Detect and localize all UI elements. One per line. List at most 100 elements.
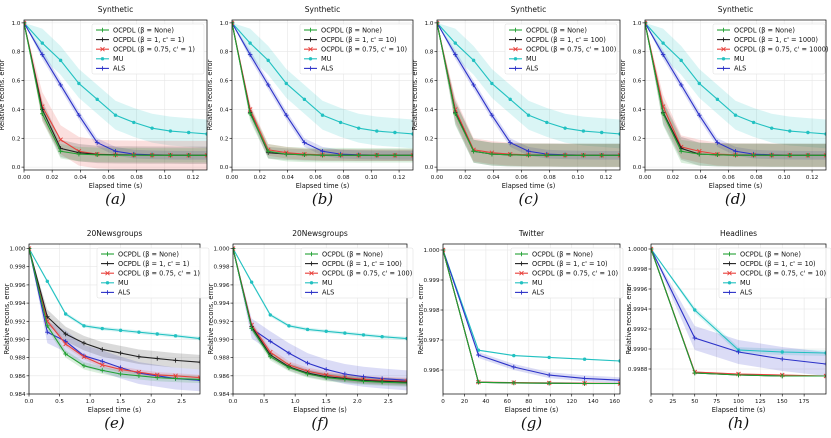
band-ocpdl_none: [437, 22, 620, 167]
point-ocpdl_none: [404, 380, 407, 386]
point-ocpdl_none: [361, 379, 366, 384]
legend-label: OCPDL (β = None): [532, 250, 593, 258]
point-mu: [380, 335, 384, 339]
tick-labels: 0 20 40 60 80 100 120 140 160 0.996 0.997 0.998 0.99…: [423, 248, 620, 405]
chart-panel-5: 0.0 0.5 1.0 1.5 2.0 2.5 0.984 0.986 0.988 0.990 0.…: [3, 229, 210, 432]
legend-label: ALS: [740, 289, 752, 297]
series-layer: [651, 246, 826, 379]
legend-label: OCPDL (β = 1, c' = 1000): [734, 36, 818, 44]
legend-marker: [308, 66, 313, 71]
point-mu: [581, 129, 586, 133]
legend-marker: [309, 261, 314, 266]
x-tick-label: 1.5: [322, 399, 331, 405]
point-als: [453, 52, 458, 57]
point-mu: [173, 334, 178, 338]
point-ocpdl_none: [453, 111, 458, 116]
point-mu: [600, 130, 604, 135]
x-axis-label: Elapsed time (s): [88, 406, 142, 414]
legend-label: MU: [118, 279, 129, 287]
legend-marker: [105, 270, 110, 276]
legend-marker: [105, 251, 110, 257]
line-als: [233, 248, 407, 381]
x-tick-label: 0.12: [600, 175, 612, 181]
point-als: [733, 149, 738, 154]
legend-label: OCPDL (β = 1, c' = 1): [118, 260, 189, 268]
legend-marker: [727, 270, 732, 276]
line-als: [29, 248, 200, 381]
point-als: [45, 329, 50, 335]
panel-caption: (b): [312, 190, 333, 208]
band-als: [233, 248, 407, 391]
y-axis-label: Relative recons. error: [411, 59, 419, 130]
band-ocpdl_1: [437, 22, 620, 167]
point-ocpdl_none: [645, 20, 648, 26]
legend-marker: [100, 46, 105, 52]
point-ocpdl_none: [476, 380, 481, 385]
legend-marker: [308, 27, 313, 33]
x-axis-label: Elapsed time (s): [709, 182, 763, 190]
x-tick-label: 0.00: [639, 175, 652, 181]
point-als: [697, 112, 702, 118]
point-als: [284, 112, 289, 118]
axes-frame: [442, 243, 621, 395]
legend-marker: [727, 261, 732, 266]
y-tick-label: 0.984: [213, 392, 229, 398]
chart-panel-3: 0.00 0.02 0.04 0.06 0.08 0.10 0.12 0.0 0.2 0.4 0.6…: [411, 5, 621, 208]
y-tick-label: 0.9996: [628, 287, 648, 293]
point-ocpdl_none: [284, 151, 289, 157]
axes-frame: [436, 19, 621, 171]
point-ocpdl_none: [63, 351, 68, 357]
point-ocpdl_none: [320, 152, 325, 158]
band-ocpdl_1: [645, 22, 826, 167]
legend-marker: [519, 261, 524, 266]
point-mu: [268, 313, 272, 317]
tick-labels: 0.0 0.5 1.0 1.5 2.0 2.5 0.984 0.986 0.988 0.990 0.…: [9, 247, 186, 405]
y-axis-label: Relative recons. error: [417, 283, 425, 354]
legend-label: OCPDL (β = 0.75, c' = 10): [532, 270, 618, 278]
band-ocpdl_1: [24, 22, 207, 164]
y-tick-label: 0.992: [9, 319, 25, 325]
point-als: [58, 82, 63, 88]
legend-label: MU: [734, 55, 745, 63]
legend-label: OCPDL (β = 1, c' = 100): [526, 36, 606, 44]
legend-marker: [513, 66, 518, 71]
point-ocpdl_none: [769, 153, 774, 158]
y-tick-label: 0.994: [213, 301, 229, 307]
x-tick-label: 0.06: [515, 175, 528, 181]
point-mu: [661, 41, 665, 45]
point-mu: [249, 280, 254, 284]
chart-title: Synthetic: [718, 5, 753, 14]
legend-label: OCPDL (β = 1, c' = 10): [740, 260, 816, 268]
legend-label: MU: [321, 55, 332, 63]
point-ocpdl_1: [45, 314, 50, 319]
point-mu: [405, 336, 407, 341]
x-tick-label: 0.04: [74, 175, 87, 181]
legend-label: ALS: [118, 289, 130, 297]
x-tick-label: 140: [588, 399, 599, 405]
point-ocpdl_none: [581, 153, 586, 158]
panel-caption: (f): [311, 414, 328, 432]
y-tick-label: 0.9990: [628, 347, 648, 353]
point-ocpdl_none: [733, 152, 738, 158]
x-tick-label: 0.04: [694, 175, 707, 181]
x-tick-label: 0.02: [254, 175, 266, 181]
point-mu: [411, 132, 413, 136]
legend-marker: [308, 57, 313, 61]
y-tick-label: 1.0000: [628, 247, 648, 253]
y-tick-label: 0.8: [220, 50, 229, 56]
point-mu: [132, 120, 136, 125]
legend-label: OCPDL (β = 1, c' = 10): [321, 36, 397, 44]
point-ocpdl_none: [95, 152, 100, 158]
y-tick-label: 0.9998: [628, 267, 648, 273]
point-ocpdl_none: [374, 153, 379, 158]
point-ocpdl_none: [715, 152, 720, 158]
chart-title: Synthetic: [511, 5, 546, 14]
point-mu: [582, 357, 587, 361]
point-mu: [715, 97, 720, 102]
point-als: [547, 372, 552, 378]
legend-label: OCPDL (β = 0.75, c' = 10): [740, 270, 826, 278]
point-ocpdl_none: [823, 153, 826, 158]
panel-caption: (a): [105, 190, 126, 208]
legend-label: OCPDL (β = None): [321, 26, 382, 34]
point-ocpdl_none: [617, 381, 620, 386]
